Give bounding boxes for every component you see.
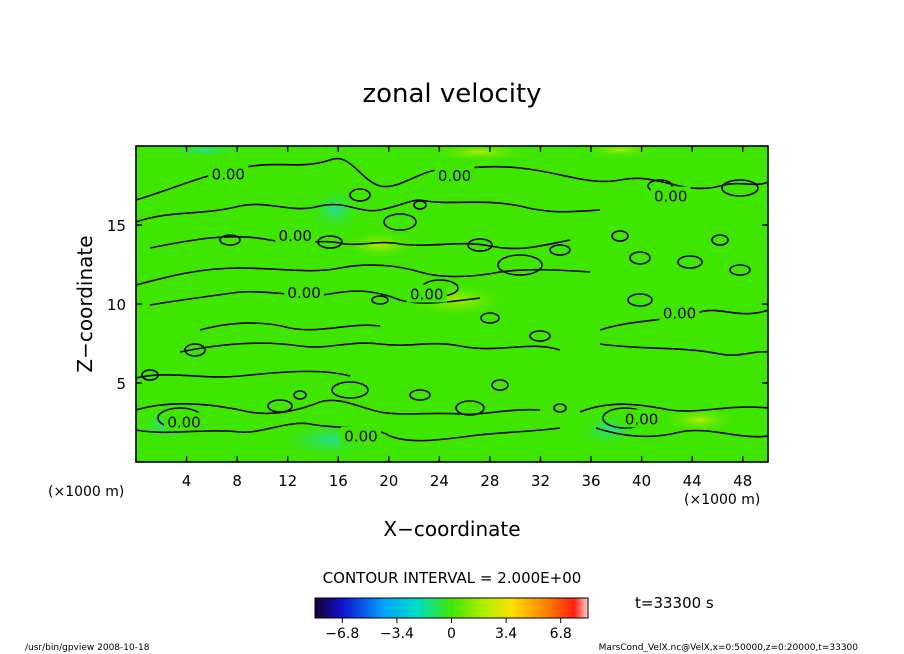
- contour-label: 0.00: [212, 165, 245, 183]
- contour-label-bg: [650, 186, 691, 205]
- contour-label: 0.00: [654, 188, 687, 206]
- colorbar: [314, 597, 589, 619]
- contour-label-layer: 0.00 0.00 0.00 0.00 0.00 0.00 0.00 0.00 0.00 0.00: [164, 164, 700, 446]
- heatmap-patch: [580, 146, 660, 158]
- contour-label: 0.00: [438, 167, 471, 185]
- x-tick-label: 4: [182, 472, 192, 490]
- time-label: t=33300 s: [635, 594, 714, 612]
- contour-label: 0.00: [287, 284, 320, 302]
- contour-label: 0.00: [625, 410, 658, 428]
- contour-label-bg: [208, 164, 249, 183]
- contour-label-bg: [659, 303, 700, 322]
- y-tick-label: 15: [107, 217, 126, 235]
- contour-label: 0.00: [344, 428, 377, 446]
- contour-interval-label: CONTOUR INTERVAL = 2.000E+00: [323, 569, 582, 587]
- contour-label: 0.00: [279, 227, 312, 245]
- x-tick-label: 32: [531, 472, 550, 490]
- contour-label: 0.00: [663, 304, 696, 322]
- colorbar-tick-label: 3.4: [495, 626, 517, 642]
- contour-label-bg: [621, 409, 662, 428]
- colorbar-tick-label: −6.8: [325, 626, 359, 642]
- contour-label-bg: [284, 282, 325, 301]
- x-tick-label: 36: [581, 472, 600, 490]
- x-unit-left: (×1000 m): [48, 484, 124, 500]
- heatmap-field: 0.00 0.00 0.00 0.00 0.00 0.00 0.00 0.00 0.00 0.00: [136, 146, 768, 462]
- contour-label: 0.00: [167, 414, 200, 432]
- colorbar-tick-label: 0: [447, 626, 456, 642]
- x-tick-label: 24: [430, 472, 449, 490]
- y-axis: 5 10 15: [107, 217, 768, 393]
- footer-right: MarsCond_VelX.nc@VelX,x=0:50000,z=0:2000…: [599, 643, 859, 653]
- x-tick-label: 48: [733, 472, 752, 490]
- x-tick-label: 20: [379, 472, 398, 490]
- heatmap-patch: [340, 230, 420, 260]
- colorbar-tick-label: −3.4: [380, 626, 414, 642]
- x-tick-label: 16: [329, 472, 348, 490]
- contour-label: 0.00: [410, 286, 443, 304]
- x-axis: 4 8 12 16 20 24 28 32 36 40 44 48: [182, 146, 752, 490]
- x-axis-title: X−coordinate: [383, 517, 520, 541]
- heatmap-patch: [425, 146, 535, 162]
- contour-label-bg: [340, 426, 381, 445]
- colorbar-ticks: −6.8 −3.4 0 3.4 6.8: [325, 618, 572, 642]
- y-tick-label: 5: [116, 375, 126, 393]
- y-tick-label: 10: [107, 296, 126, 314]
- x-tick-label: 28: [480, 472, 499, 490]
- x-unit-right: (×1000 m): [684, 492, 760, 508]
- heatmap-patch: [660, 406, 740, 434]
- colorbar-tick-label: 6.8: [550, 626, 572, 642]
- x-tick-label: 8: [232, 472, 242, 490]
- contour-label-bg: [434, 166, 475, 185]
- chart-title: zonal velocity: [362, 79, 541, 109]
- x-tick-label: 40: [632, 472, 651, 490]
- contour-label-bg: [275, 226, 316, 245]
- x-tick-label: 12: [278, 472, 297, 490]
- heatmap-patch: [165, 146, 245, 158]
- contour-label-bg: [164, 412, 205, 431]
- footer-left: /usr/bin/gpview 2008-10-18: [25, 643, 150, 653]
- contour-label-bg: [406, 284, 447, 303]
- y-axis-title: Z−coordinate: [73, 235, 97, 372]
- x-tick-label: 44: [683, 472, 702, 490]
